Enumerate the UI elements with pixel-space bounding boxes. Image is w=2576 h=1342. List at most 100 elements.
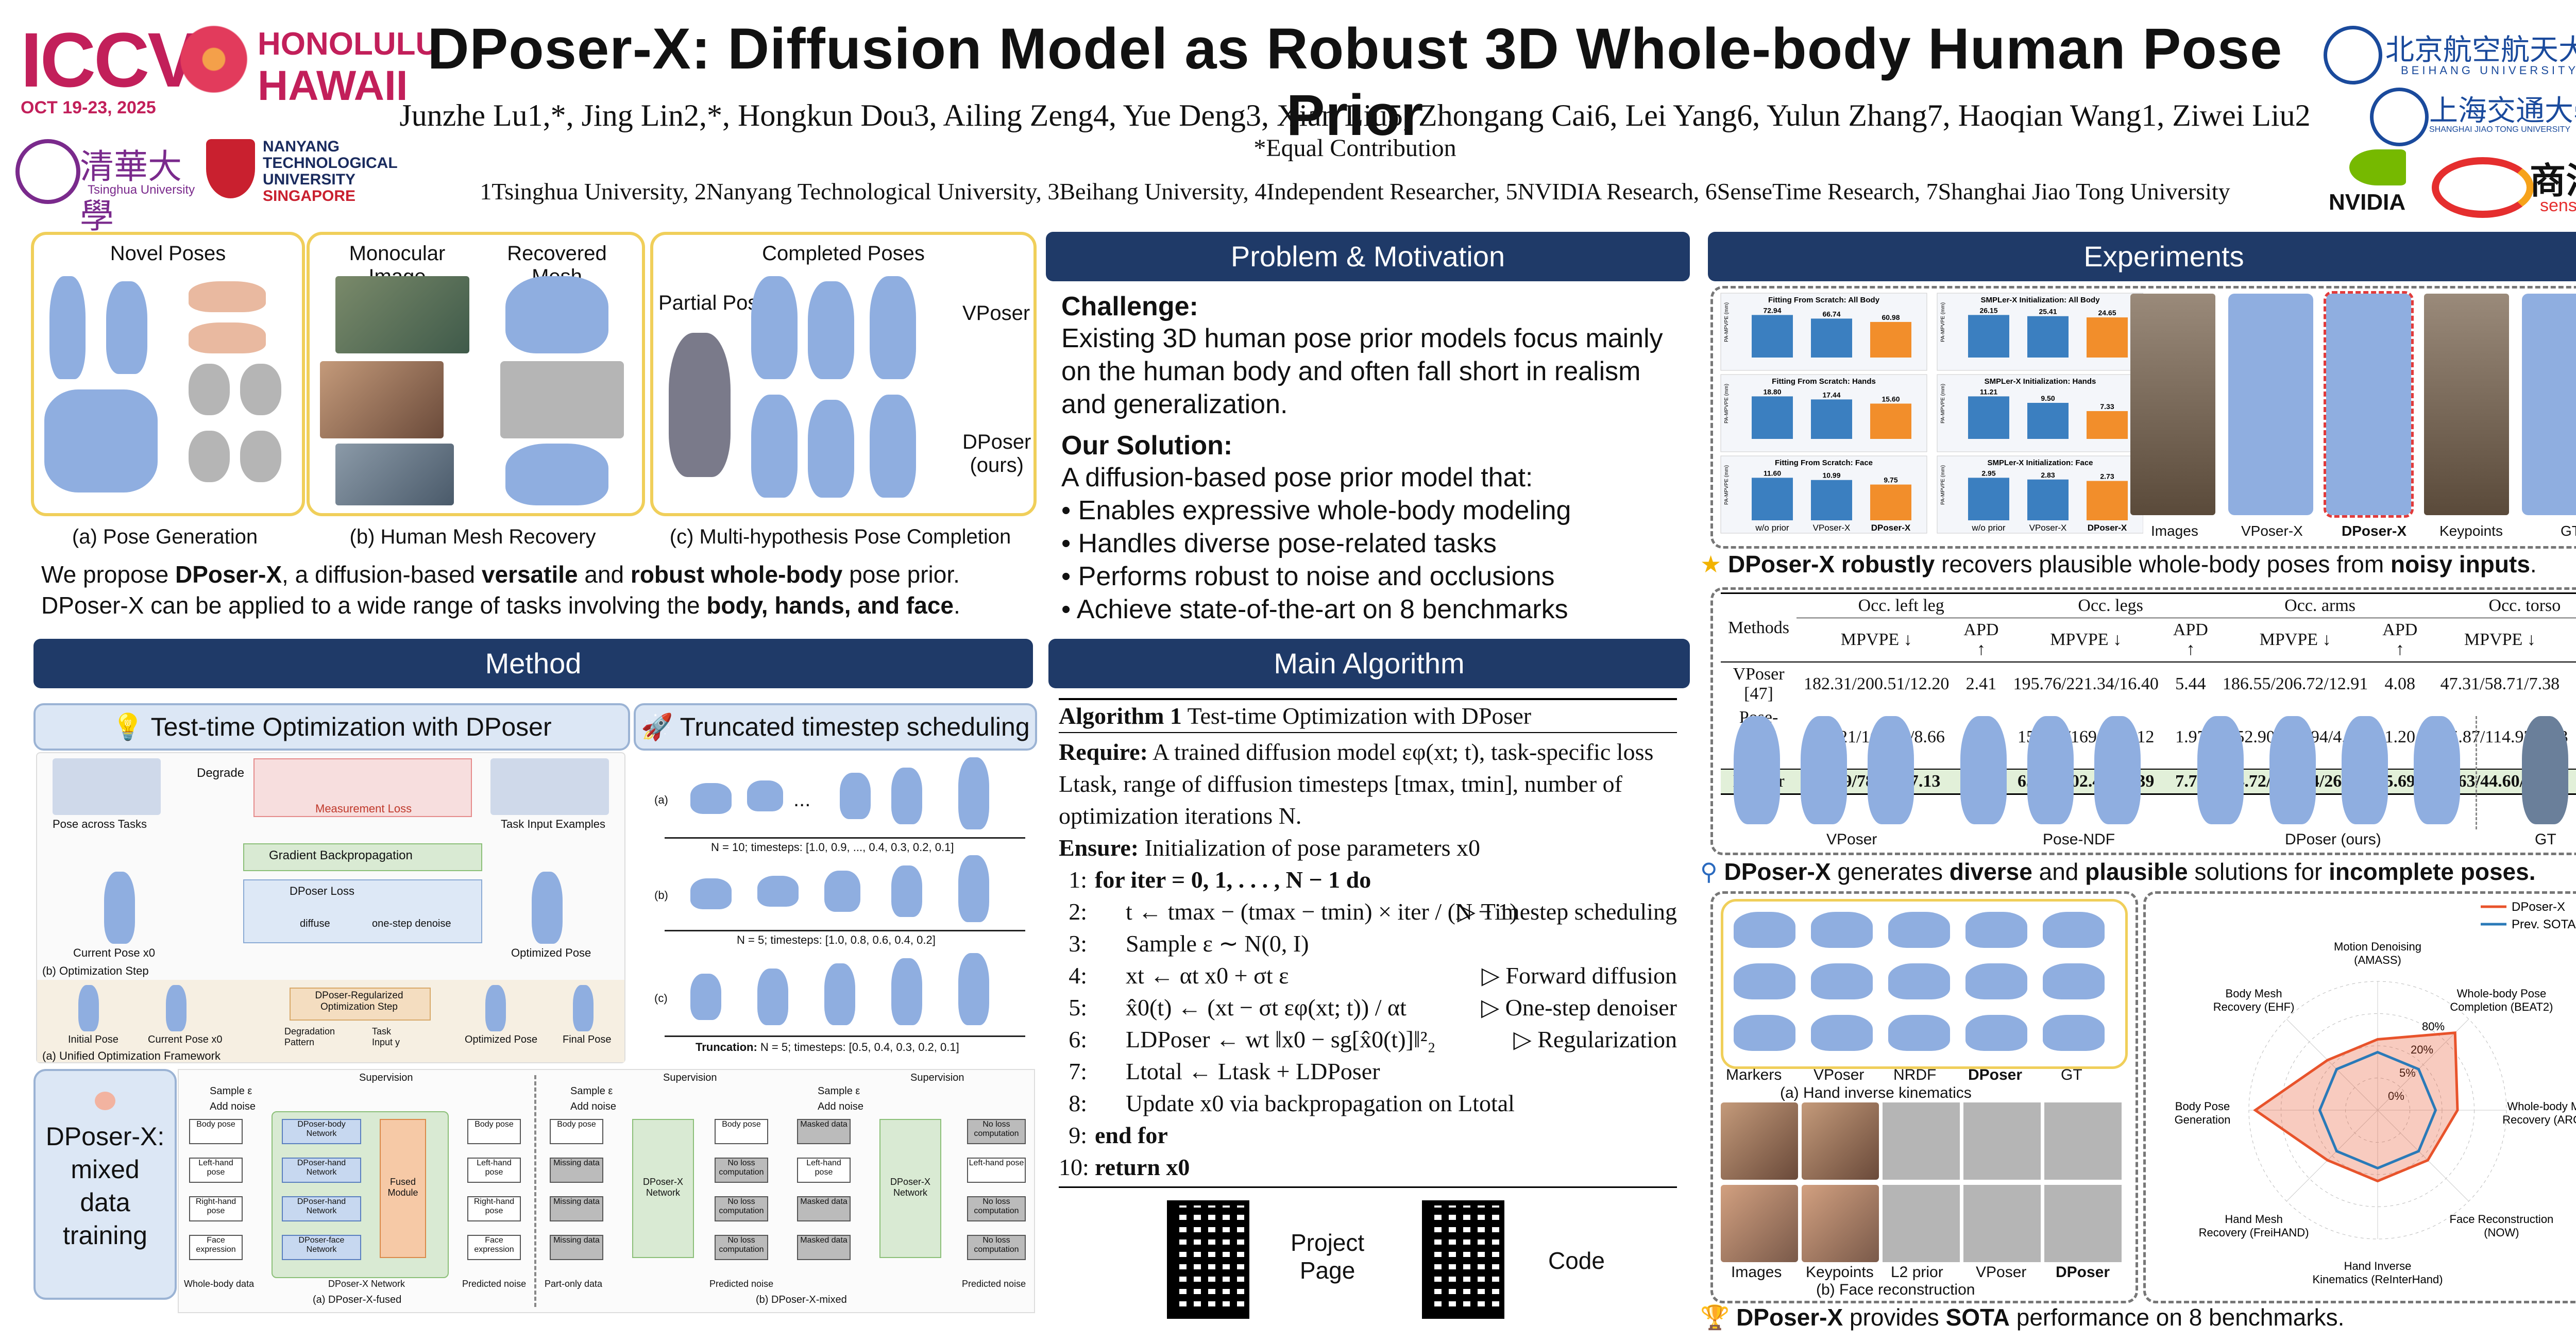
tts-title: 🚀 Truncated timestep scheduling [634,703,1037,751]
ntu-logo: NANYANG TECHNOLOGICAL UNIVERSITY SINGAPO… [206,134,398,211]
algo-require: Require: A trained diffusion model εφ(xt… [1059,736,1677,832]
missing-data-box: Missing data [550,1158,603,1183]
vposer-label: VPoser [962,302,1030,325]
no-loss-box: No loss computation [715,1158,768,1183]
face-mesh [240,431,281,482]
qual-images [2128,291,2576,520]
code-qr-code[interactable] [1422,1200,1504,1319]
body-pose-box: Body pose [189,1119,243,1144]
net-hand-box: DPoser-hand Network [282,1196,361,1221]
hawaii-text: HAWAII [258,62,408,109]
face-mesh [500,361,624,438]
tts-pose-mesh [958,757,989,829]
problem-body: Challenge: Existing 3D human pose prior … [1061,291,1680,626]
missing-data-box: Missing data [550,1235,603,1260]
hand-ik-mesh [1811,1015,1873,1051]
bar-value-label: 60.98 [1882,313,1900,321]
occ-mesh [2269,716,2316,824]
algo-step-code: Update x0 via backpropagation on Ltotal [1126,1090,1515,1116]
bar [1870,403,1911,439]
bar [2027,316,2069,358]
face-mesh [189,431,230,482]
experiments-heading: Experiments [1708,232,2576,281]
img-label: GT [2561,523,2576,539]
bar-panel-title: SMPLer-X Initialization: All Body [1980,296,2100,304]
tts-trunc-text: N = 5; timesteps: [0.5, 0.4, 0.3, 0.2, 0… [757,1041,959,1054]
algo-step-code: x̂0(t) ← (xt − σt εφ(xt; t)) / αt [1126,994,1406,1021]
final-pose-mesh [573,985,594,1031]
diverse-bold: incomplete poses. [2329,858,2536,885]
occ-mesh [2027,716,2074,824]
bar-value-label: 18.80 [1763,387,1781,396]
radar-chart: 0%5%20%80%Motion Denoising(AMASS)Whole-b… [2175,900,2576,1286]
no-loss-box: No loss computation [715,1235,768,1260]
nvidia-eye-icon [2349,149,2406,185]
sota-bold: DPoser-X [1736,1304,1843,1331]
algo-step: 1: for iter = 0, 1, . . . , N − 1 do [1059,864,1677,896]
authors: Junzhe Lu1,*, Jing Lin2,*, Hongkun Dou3,… [399,98,2311,132]
face-photo [1721,1185,1798,1262]
table-cell: 182.31/200.51/12.20 [1804,674,1950,693]
final-pose-label: Final Pose [563,1034,612,1045]
table-cell: 5.44 [2175,674,2206,693]
occ-mesh [2414,716,2460,824]
bar-panel-ylabel: PA-MPVPE (mm) [1724,302,1730,342]
bar [1870,484,1911,520]
sjtu-logo: 上海交通大學 SHANGHAI JIAO TONG UNIVERSITY [2370,85,2576,147]
solution-intro: A diffusion-based pose prior model that: [1061,463,1533,492]
body-mesh [49,276,86,379]
bar [2087,411,2128,439]
algo-step-number: 1: [1069,867,1087,893]
tts-pose-mesh [958,855,989,922]
project-qr-code[interactable] [1167,1200,1249,1319]
tts-pose-mesh [690,878,732,909]
algo-step-number: 2: [1069,898,1087,925]
ntu-crest-icon [206,139,255,198]
face-caption: (b) Face reconstruction [1816,1281,1975,1298]
star-icon: ★ [1700,551,1722,577]
occ-mesh-row [1723,716,2576,829]
occ-mesh [1734,716,1780,824]
algo-step-code: return x0 [1095,1154,1190,1180]
fused-panel: Supervision Sample ε Add noise Body pose… [179,1070,529,1312]
completed-label: Completed Poses [762,242,925,265]
fused-caption: (a) DPoser-X-fused [313,1294,402,1305]
bar-value-label: 24.65 [2098,309,2116,317]
ensure-bold: Ensure: [1059,835,1139,861]
net-hand-box: DPoser-hand Network [282,1158,361,1183]
algorithm-box: Algorithm 1 Test-time Optimization with … [1059,698,1677,1188]
sensetime-swoosh-icon [2432,157,2534,218]
desc-text: pose prior. [842,561,960,588]
net-body-box: DPoser-body Network [282,1119,361,1144]
missing-data-box: Missing data [550,1196,603,1221]
algo-step-number: 8: [1069,1090,1087,1116]
radar-tick-label: 5% [2399,1066,2416,1079]
table-cell: 195.76/221.34/16.40 [2013,674,2159,693]
face-mesh [1963,1185,2041,1262]
hand-face-panel: Markers VPoser NRDF DPoser GT (a) Hand i… [1710,891,2138,1303]
desc-bold: robust whole-body [630,561,843,588]
ntu-name-3: UNIVERSITY [263,171,356,188]
radar-axis-label: Hand Mesh Recovery (FreiHAND) [2199,1213,2309,1239]
task-input-label: Task Input Examples [501,818,605,830]
bar-category-label: DPoser-X [2088,523,2127,533]
occ-label: GT [2535,831,2556,848]
gt-divider [2476,716,2477,829]
tsinghua-seal-icon [15,139,80,204]
right-hand-box: Right-hand pose [467,1196,521,1221]
table-cell: 47.31/58.71/7.38 [2440,674,2560,693]
beihang-cn: 北京航空航天大學 [2385,33,2576,67]
occ-label: Pose-NDF [2043,831,2115,848]
algo-step: 8: Update x0 via backpropagation on Ltota… [1059,1088,1677,1119]
algo-step-code: Sample ε ∼ N(0, I) [1126,930,1309,957]
hand-mesh [189,322,266,353]
task-input-y-label: Task Input y [372,1026,400,1047]
bar-panel-ylabel: PA-MPVPE (mm) [1940,302,1946,342]
table-subheader: MPVPE ↓ [2259,630,2331,649]
table-cell: VPoser [47] [1733,665,1785,703]
diverse-bold: DPoser-X [1724,858,1831,885]
hand-ik-box [1721,899,2128,1069]
hand-ik-mesh [1734,963,1795,999]
tts-pose-mesh [747,780,783,811]
